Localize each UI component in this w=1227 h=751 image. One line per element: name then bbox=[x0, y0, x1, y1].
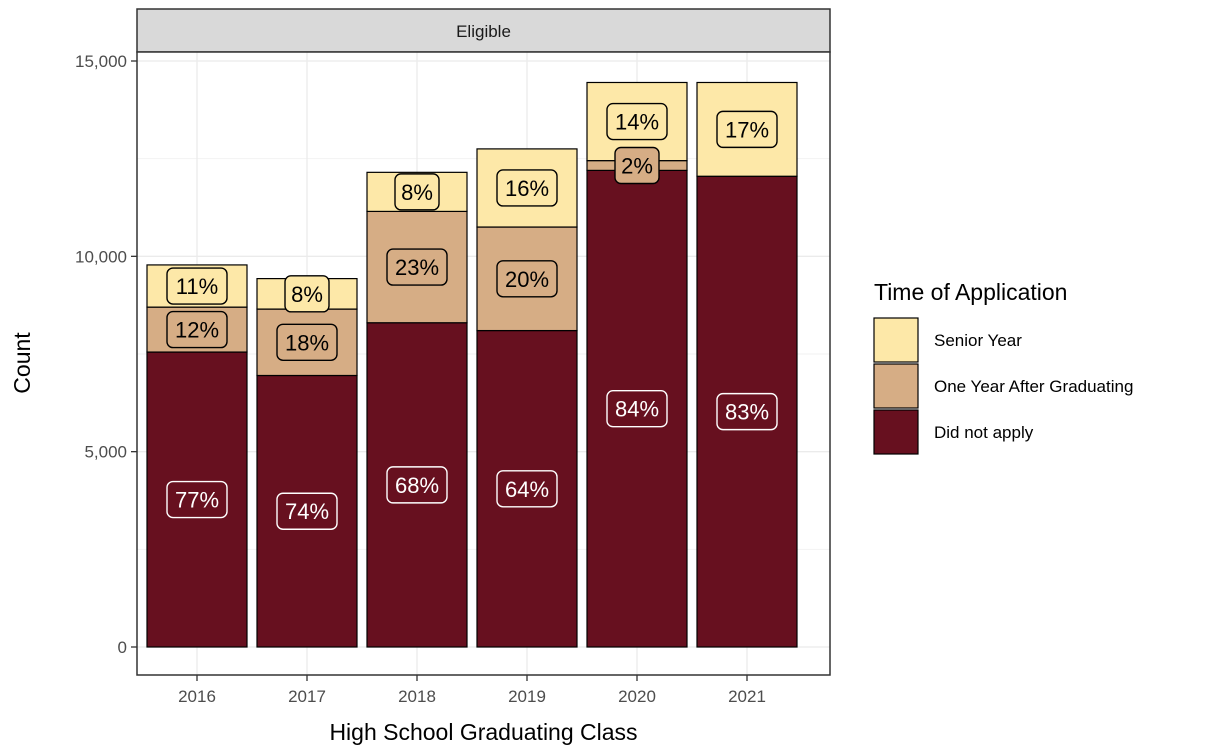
y-tick-label: 0 bbox=[118, 638, 127, 657]
data-label-box bbox=[614, 146, 660, 185]
data-label-box bbox=[166, 310, 228, 349]
y-axis-title: Count bbox=[9, 332, 35, 394]
data-label-box bbox=[606, 389, 668, 428]
facet-label: Eligible bbox=[456, 22, 511, 41]
legend-label: Senior Year bbox=[934, 331, 1022, 350]
x-tick-label: 2017 bbox=[288, 687, 326, 706]
legend-swatch bbox=[873, 363, 919, 409]
bar-labels: 77% 12% 11% 74% 18% 8% 68% 23% 8% 64% 20% 16% 84% 2% 1… bbox=[166, 102, 778, 530]
y-tick-label: 15,000 bbox=[75, 52, 127, 71]
legend-label: Did not apply bbox=[934, 423, 1034, 442]
data-label: 8% bbox=[401, 180, 433, 205]
data-label-box bbox=[276, 323, 338, 361]
data-label: 20% bbox=[505, 267, 549, 292]
data-label: 68% bbox=[395, 473, 439, 498]
legend-label: One Year After Graduating bbox=[934, 377, 1133, 396]
panel-border bbox=[136, 51, 831, 676]
x-axis-title: High School Graduating Class bbox=[329, 719, 637, 745]
data-label-box bbox=[606, 102, 668, 141]
y-tick-label: 5,000 bbox=[84, 443, 127, 462]
data-label-box bbox=[496, 260, 558, 298]
data-label-box bbox=[716, 110, 778, 149]
data-label-box bbox=[284, 275, 330, 313]
data-label: 84% bbox=[615, 397, 659, 422]
data-label-box bbox=[496, 169, 558, 207]
x-tick-label: 2018 bbox=[398, 687, 436, 706]
facet-strip bbox=[136, 8, 831, 53]
data-label-box bbox=[496, 470, 558, 508]
x-axis: 2016 2017 2018 2019 2020 2021 bbox=[178, 675, 766, 706]
data-label: 17% bbox=[725, 117, 769, 142]
data-label: 64% bbox=[505, 477, 549, 502]
data-label: 2% bbox=[621, 154, 653, 179]
data-label-box bbox=[716, 392, 778, 431]
data-label-box bbox=[166, 267, 228, 305]
data-label: 14% bbox=[615, 110, 659, 135]
data-label: 18% bbox=[285, 330, 329, 355]
data-label-box bbox=[166, 480, 228, 519]
data-label: 16% bbox=[505, 176, 549, 201]
x-tick-label: 2020 bbox=[618, 687, 656, 706]
y-tick-label: 10,000 bbox=[75, 247, 127, 266]
legend: Time of Application Senior Year One Year … bbox=[873, 279, 1133, 455]
data-label: 74% bbox=[285, 499, 329, 524]
data-label: 23% bbox=[395, 255, 439, 280]
data-label: 11% bbox=[176, 274, 218, 299]
legend-swatch bbox=[873, 317, 919, 363]
legend-swatch bbox=[873, 409, 919, 455]
data-label: 8% bbox=[291, 282, 323, 307]
y-axis: 0 5,000 10,000 15,000 bbox=[75, 52, 137, 657]
data-label-box bbox=[386, 248, 448, 286]
legend-title: Time of Application bbox=[874, 279, 1067, 305]
data-label: 77% bbox=[175, 488, 219, 513]
x-tick-label: 2016 bbox=[178, 687, 216, 706]
x-tick-label: 2019 bbox=[508, 687, 546, 706]
x-tick-label: 2021 bbox=[728, 687, 766, 706]
data-label: 83% bbox=[725, 400, 769, 425]
data-label-box bbox=[386, 466, 448, 504]
data-label-box bbox=[276, 492, 338, 530]
data-label-box bbox=[394, 173, 440, 211]
data-label: 12% bbox=[175, 318, 219, 343]
